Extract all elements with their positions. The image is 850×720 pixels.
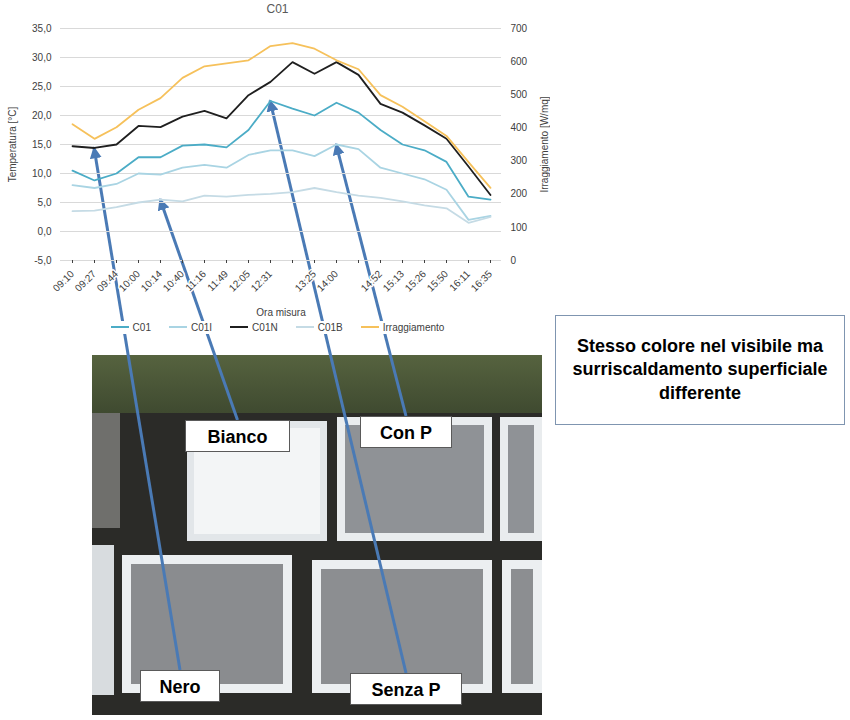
svg-text:14:00: 14:00 — [315, 268, 341, 294]
svg-text:15,0: 15,0 — [32, 139, 52, 150]
svg-text:Irraggiamento [W/mq]: Irraggiamento [W/mq] — [539, 96, 550, 192]
svg-text:10:00: 10:00 — [117, 268, 143, 294]
svg-text:25,0: 25,0 — [32, 81, 52, 92]
html-text:Irraggiamento: Irraggiamento — [382, 321, 445, 333]
svg-text:700: 700 — [511, 23, 528, 34]
html-text:C01I: C01I — [191, 321, 213, 333]
svg-text:100: 100 — [511, 222, 528, 233]
svg-text:14:52: 14:52 — [359, 268, 385, 294]
svg-text:13:25: 13:25 — [293, 268, 319, 294]
svg-text:16:35: 16:35 — [469, 268, 495, 294]
svg-text:10:14: 10:14 — [139, 268, 165, 294]
svg-text:11:49: 11:49 — [205, 268, 230, 293]
svg-text:12:31: 12:31 — [249, 268, 275, 294]
svg-text:300: 300 — [511, 155, 528, 166]
svg-text:Ora misura: Ora misura — [256, 307, 306, 318]
svg-text:35,0: 35,0 — [32, 23, 52, 34]
html-text:Senza P: Senza P — [371, 680, 441, 700]
html-text:Stesso colore nel visibile ma: Stesso colore nel visibile ma surriscald… — [572, 335, 828, 403]
svg-text:09:44: 09:44 — [95, 268, 121, 294]
svg-text:600: 600 — [511, 56, 528, 67]
svg-text:20,0: 20,0 — [32, 110, 52, 121]
svg-text:30,0: 30,0 — [32, 52, 52, 63]
svg-text:5,0: 5,0 — [38, 197, 52, 208]
svg-text:15:13: 15:13 — [381, 268, 407, 294]
html-text:C01B: C01B — [317, 321, 343, 333]
svg-text:500: 500 — [511, 89, 528, 100]
svg-text:12:05: 12:05 — [227, 268, 253, 294]
svg-text:11:16: 11:16 — [183, 268, 208, 293]
html-text:C01: C01 — [132, 321, 151, 333]
svg-text:15:26: 15:26 — [403, 268, 429, 294]
svg-text:400: 400 — [511, 122, 528, 133]
svg-text:0: 0 — [511, 255, 517, 266]
svg-text:15:50: 15:50 — [425, 268, 451, 294]
svg-text:10:40: 10:40 — [161, 268, 187, 294]
html-text:C01N: C01N — [252, 321, 278, 333]
html-text:C01: C01 — [266, 2, 289, 16]
svg-text:09:27: 09:27 — [73, 268, 99, 294]
svg-text:10,0: 10,0 — [32, 168, 52, 179]
html-text:Con P: Con P — [380, 423, 432, 443]
svg-text:-5,0: -5,0 — [34, 255, 52, 266]
html-text:Bianco: Bianco — [207, 427, 268, 447]
svg-text:Temperatura [°C]: Temperatura [°C] — [7, 106, 18, 182]
svg-text:16:11: 16:11 — [447, 268, 472, 293]
html-text:Nero: Nero — [159, 677, 201, 697]
svg-text:0,0: 0,0 — [38, 226, 52, 237]
svg-text:09:10: 09:10 — [51, 268, 77, 294]
svg-text:200: 200 — [511, 188, 528, 199]
